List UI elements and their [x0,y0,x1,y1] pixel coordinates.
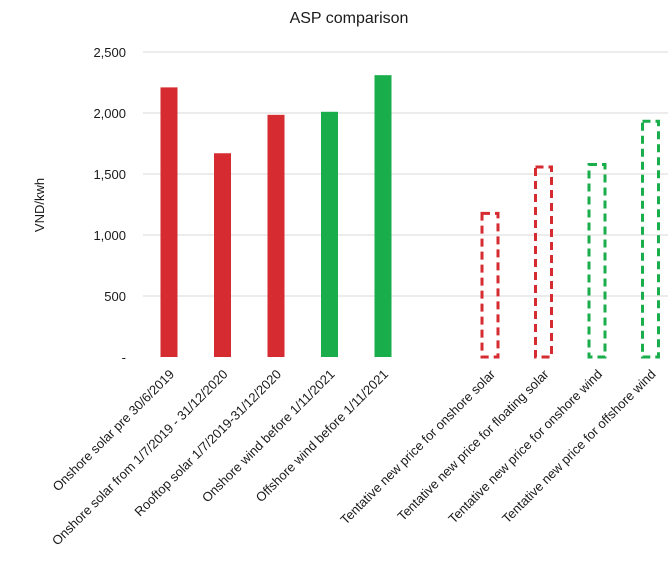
bar [587,163,607,359]
bar [641,119,660,359]
bar [374,75,392,358]
y-tick-label: 2,500 [93,45,126,60]
bar [267,114,285,357]
y-axis-ticks: - 500 1,000 1,500 2,000 2,500 [93,45,126,365]
bar [214,153,231,357]
bar [321,111,338,357]
y-tick-label: 2,000 [93,106,126,121]
chart-title: ASP comparison [290,10,409,27]
y-tick-label: 500 [104,289,126,304]
bar [160,87,178,357]
y-tick-label: 1,000 [93,228,126,243]
y-axis-label: VND/kwh [32,178,47,232]
bars [160,75,660,359]
bar [480,211,500,359]
y-tick-label: 1,500 [93,167,126,182]
bar [534,165,553,359]
y-tick-label: - [122,350,126,365]
